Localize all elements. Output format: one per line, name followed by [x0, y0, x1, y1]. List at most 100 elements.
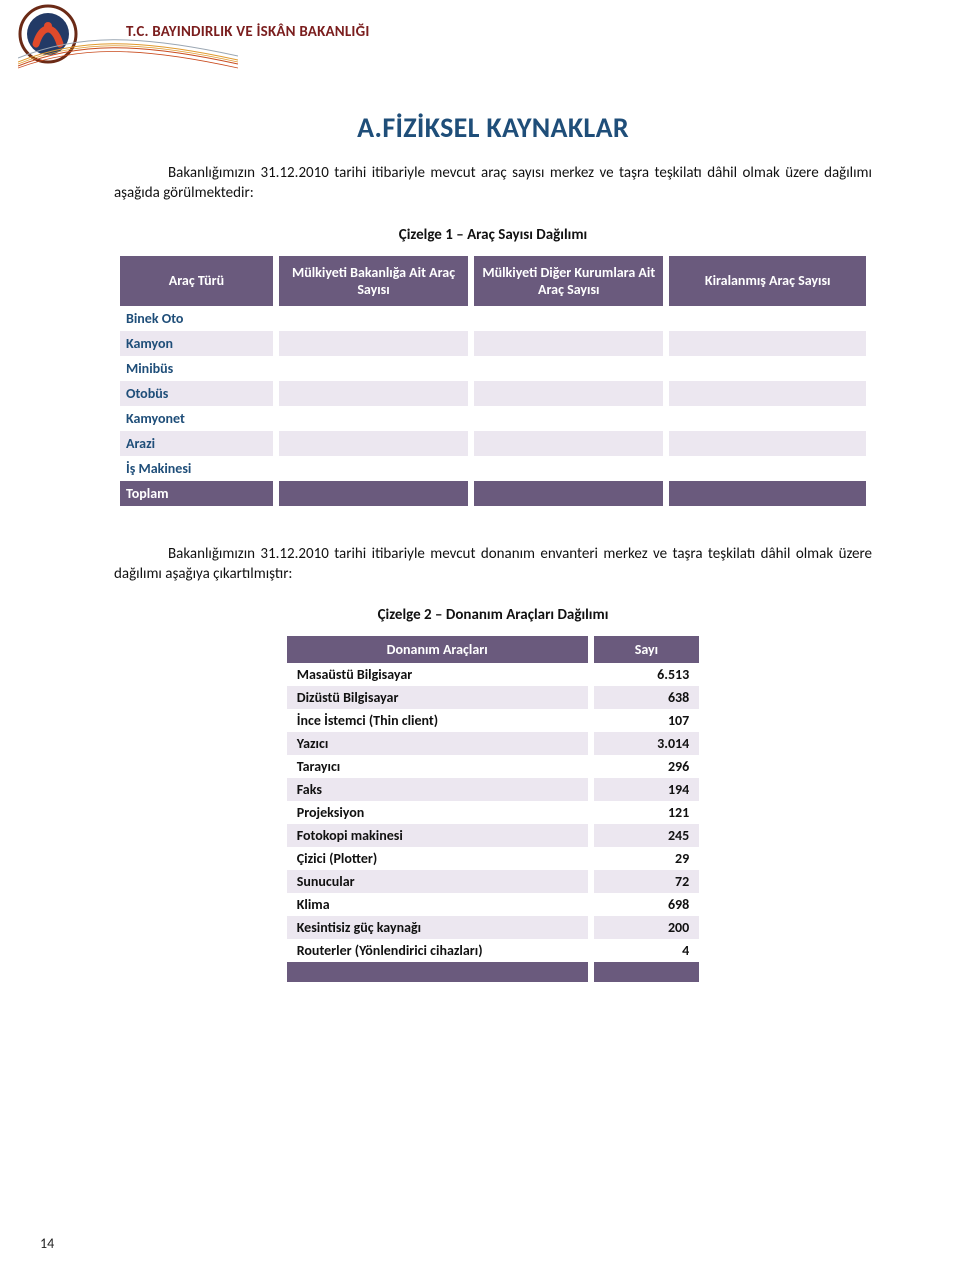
table1-total-cell	[474, 481, 663, 506]
table1-cell	[669, 431, 866, 456]
table2-item-name: Sunucular	[287, 870, 588, 893]
page-content: A.FİZİKSEL KAYNAKLAR Bakanlığımızın 31.1…	[0, 60, 960, 982]
table1-row-label: Kamyon	[120, 331, 273, 356]
table1-col-2: Mülkiyeti Diğer Kurumlara Ait Araç Sayıs…	[474, 256, 663, 306]
intro-paragraph-2-text: Bakanlığımızın 31.12.2010 tarihi itibari…	[114, 545, 872, 583]
ministry-title: T.C. BAYINDIRLIK VE İSKÂN BAKANLIĞI	[126, 23, 370, 41]
table2-item-value: 3.014	[594, 732, 700, 755]
table2-item-value: 4	[594, 939, 700, 962]
table-row: Otobüs	[120, 381, 866, 406]
table2-item-name: Routerler (Yönlendirici cihazları)	[287, 939, 588, 962]
table2-item-name: Fotokopi makinesi	[287, 824, 588, 847]
table-row: Tarayıcı 296	[287, 755, 699, 778]
table1-cell	[279, 331, 468, 356]
table1-cell	[279, 456, 468, 481]
table1-cell	[279, 306, 468, 331]
table1-row-label: Kamyonet	[120, 406, 273, 431]
table2-item-name: Faks	[287, 778, 588, 801]
table2-item-name: Yazıcı	[287, 732, 588, 755]
table1-cell	[669, 406, 866, 431]
table1-cell	[669, 306, 866, 331]
table1-row-label: Minibüs	[120, 356, 273, 381]
equipment-distribution-table: Donanım Araçları Sayı Masaüstü Bilgisaya…	[281, 636, 705, 982]
table1-cell	[474, 456, 663, 481]
table1-cell	[474, 406, 663, 431]
table2-item-name: Tarayıcı	[287, 755, 588, 778]
table1-total-cell	[279, 481, 468, 506]
table-row: Kesintisiz güç kaynağı 200	[287, 916, 699, 939]
table1-cell	[669, 331, 866, 356]
intro-paragraph-2: Bakanlığımızın 31.12.2010 tarihi itibari…	[114, 544, 872, 585]
table1-total-cell	[669, 481, 866, 506]
table2-item-name: Dizüstü Bilgisayar	[287, 686, 588, 709]
table1-cell	[474, 431, 663, 456]
table-row: Minibüs	[120, 356, 866, 381]
table1-row-label: İş Makinesi	[120, 456, 273, 481]
table1-col-0: Araç Türü	[120, 256, 273, 306]
table-row: Projeksiyon 121	[287, 801, 699, 824]
intro-paragraph-1: Bakanlığımızın 31.12.2010 tarihi itibari…	[114, 163, 872, 204]
table2-footer-cell	[594, 962, 700, 982]
table-row: İnce İstemci (Thin client) 107	[287, 709, 699, 732]
table2-item-name: Masaüstü Bilgisayar	[287, 663, 588, 686]
table1-row-label: Otobüs	[120, 381, 273, 406]
table1-cell	[474, 356, 663, 381]
table-row: Binek Oto	[120, 306, 866, 331]
table-row: Fotokopi makinesi 245	[287, 824, 699, 847]
table2-item-value: 121	[594, 801, 700, 824]
table1-cell	[279, 406, 468, 431]
table-row: Masaüstü Bilgisayar 6.513	[287, 663, 699, 686]
table-row: Klima 698	[287, 893, 699, 916]
table2-item-value: 194	[594, 778, 700, 801]
table1-caption: Çizelge 1 – Araç Sayısı Dağılımı	[114, 226, 872, 244]
table-row: Çizici (Plotter)29	[287, 847, 699, 870]
table1-cell	[669, 381, 866, 406]
table1-cell	[474, 331, 663, 356]
table-row: Routerler (Yönlendirici cihazları) 4	[287, 939, 699, 962]
table-row: Faks 194	[287, 778, 699, 801]
table1-cell	[669, 456, 866, 481]
table2-item-name: İnce İstemci (Thin client)	[287, 709, 588, 732]
table1-col-3: Kiralanmış Araç Sayısı	[669, 256, 866, 306]
table1-total-row: Toplam	[120, 481, 866, 506]
table1-col-1: Mülkiyeti Bakanlığa Ait Araç Sayısı	[279, 256, 468, 306]
page-header: T.C. BAYINDIRLIK VE İSKÂN BAKANLIĞI	[0, 0, 960, 60]
section-title: A.FİZİKSEL KAYNAKLAR	[114, 110, 872, 145]
table2-item-name: Çizici (Plotter)	[287, 847, 588, 870]
page-number: 14	[40, 1235, 54, 1252]
table1-cell	[474, 381, 663, 406]
table1-row-label: Arazi	[120, 431, 273, 456]
table2-col-1: Sayı	[594, 636, 700, 663]
table1-cell	[669, 356, 866, 381]
table2-col-0: Donanım Araçları	[287, 636, 588, 663]
table2-item-name: Kesintisiz güç kaynağı	[287, 916, 588, 939]
table2-footer-cell	[287, 962, 588, 982]
table2-item-value: 107	[594, 709, 700, 732]
table2-item-value: 200	[594, 916, 700, 939]
table1-cell	[474, 306, 663, 331]
table1-row-label: Binek Oto	[120, 306, 273, 331]
table2-item-value: 245	[594, 824, 700, 847]
table-row: Dizüstü Bilgisayar 638	[287, 686, 699, 709]
table-row: Kamyonet	[120, 406, 866, 431]
vehicle-distribution-table: Araç Türü Mülkiyeti Bakanlığa Ait Araç S…	[114, 256, 872, 506]
table2-item-name: Projeksiyon	[287, 801, 588, 824]
table2-item-value: 6.513	[594, 663, 700, 686]
table1-cell	[279, 356, 468, 381]
intro-paragraph-1-text: Bakanlığımızın 31.12.2010 tarihi itibari…	[114, 164, 872, 202]
table2-item-value: 698	[594, 893, 700, 916]
table-row: Kamyon	[120, 331, 866, 356]
ministry-logo-icon	[18, 4, 78, 64]
table2-item-name: Klima	[287, 893, 588, 916]
table2-item-value: 296	[594, 755, 700, 778]
table2-item-value: 72	[594, 870, 700, 893]
table2-caption: Çizelge 2 – Donanım Araçları Dağılımı	[114, 606, 872, 624]
table-row: Sunucular 72	[287, 870, 699, 893]
table1-total-label: Toplam	[120, 481, 273, 506]
table-row: İş Makinesi	[120, 456, 866, 481]
table2-footer-row	[287, 962, 699, 982]
table2-item-value: 638	[594, 686, 700, 709]
table1-cell	[279, 431, 468, 456]
table-row: Arazi	[120, 431, 866, 456]
table-row: Yazıcı 3.014	[287, 732, 699, 755]
